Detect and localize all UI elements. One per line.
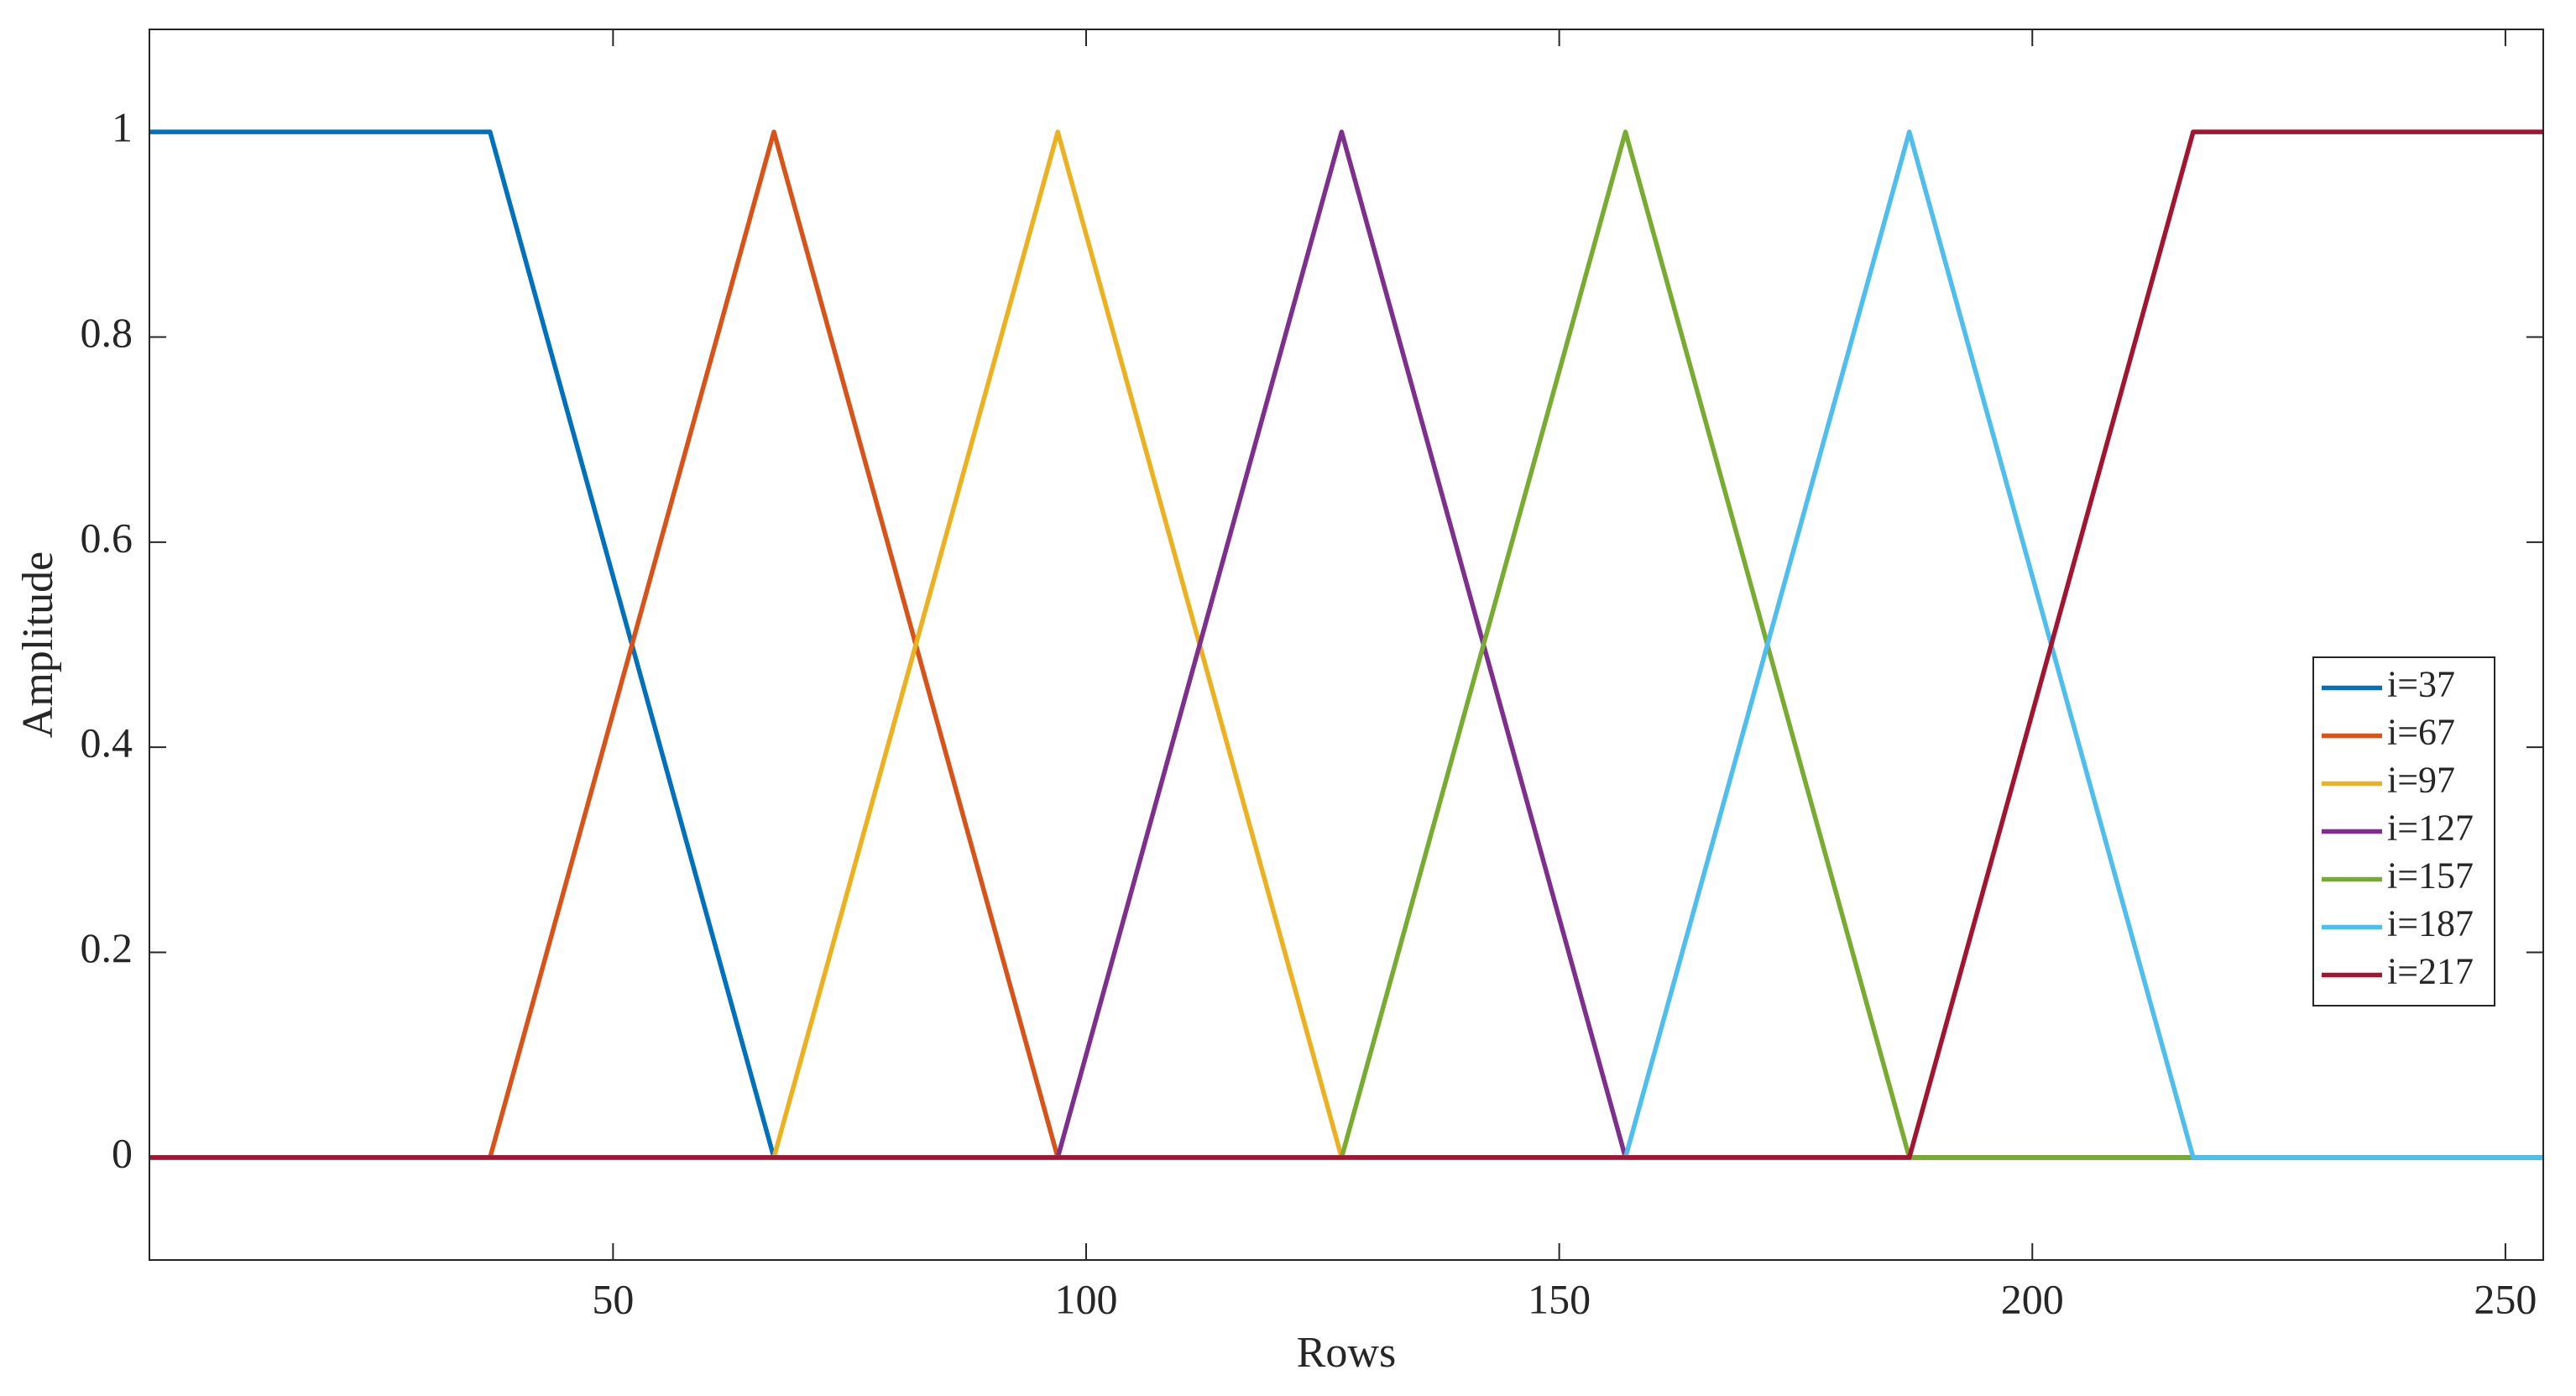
legend-label: i=157 [2387,855,2474,897]
legend-label: i=97 [2387,760,2455,801]
y-tick-label: 0.6 [81,514,133,561]
plot-frame [149,29,2544,1261]
y-tick-label: 1 [112,104,133,151]
x-tick-label: 50 [592,1275,634,1322]
y-tick-label: 0.4 [81,719,133,766]
y-axis-label: Amplitude [14,552,62,738]
x-axis-label: Rows [1297,1329,1396,1377]
legend-label: i=67 [2387,712,2455,753]
legend-label: i=127 [2387,808,2474,849]
y-tick-label: 0 [112,1129,133,1176]
x-tick-label: 200 [2001,1275,2064,1322]
legend-label: i=217 [2387,951,2474,992]
x-tick-label: 100 [1055,1275,1118,1322]
y-tick-label: 0.8 [81,309,133,356]
x-tick-label: 150 [1528,1275,1591,1322]
series-line [149,129,2543,1160]
legend-label: i=187 [2387,903,2474,944]
legend-label: i=37 [2387,664,2455,705]
y-tick-label: 0.2 [81,924,133,971]
x-tick-label: 250 [2474,1275,2537,1322]
